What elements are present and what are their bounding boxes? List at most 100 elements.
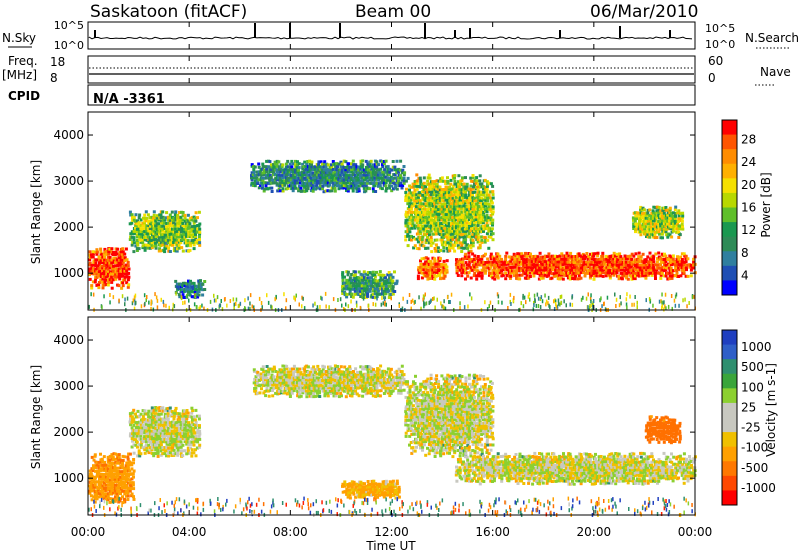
- heatmap-cell: [482, 187, 485, 191]
- heatmap-cell: [163, 244, 167, 248]
- heatmap-cell: [321, 187, 324, 190]
- heatmap-cell: [637, 251, 641, 255]
- heatmap-cell: [630, 277, 634, 281]
- heatmap-cell: [659, 221, 662, 225]
- heatmap-cell: [552, 272, 556, 276]
- heatmap-cell: [663, 300, 665, 305]
- heatmap-cell: [359, 171, 363, 175]
- heatmap-cell: [462, 194, 466, 198]
- heatmap-cell: [659, 260, 663, 264]
- heatmap-cell: [444, 202, 448, 206]
- heatmap-cell: [406, 213, 410, 217]
- heatmap-cell: [419, 211, 422, 214]
- heatmap-cell: [469, 266, 473, 270]
- heatmap-cell: [630, 252, 634, 256]
- heatmap-cell: [558, 254, 562, 258]
- heatmap-cell: [470, 296, 473, 301]
- heatmap-cell: [281, 173, 285, 177]
- heatmap-cell: [410, 226, 414, 230]
- heatmap-cell: [412, 215, 416, 219]
- heatmap-cell: [250, 171, 254, 175]
- heatmap-cell: [478, 271, 482, 275]
- heatmap-cell: [617, 268, 621, 272]
- heatmap-cell: [406, 224, 410, 228]
- heatmap-cell: [478, 190, 482, 194]
- heatmap-cell: [521, 257, 525, 261]
- heatmap-cell: [444, 188, 448, 191]
- heatmap-cell: [130, 243, 134, 247]
- heatmap-cell: [88, 250, 92, 254]
- heatmap-cell: [174, 218, 178, 222]
- heatmap-cell: [515, 271, 519, 275]
- heatmap-cell: [539, 255, 543, 259]
- heatmap-cell: [431, 184, 435, 188]
- heatmap-cell: [371, 170, 375, 174]
- heatmap-cell: [304, 182, 308, 186]
- heatmap-cell: [377, 287, 381, 291]
- heatmap-cell: [428, 300, 430, 305]
- heatmap-cell: [422, 190, 426, 194]
- colorbar-segment: [722, 192, 737, 208]
- heatmap-cell: [652, 303, 654, 308]
- heatmap-cell: [670, 294, 673, 298]
- heatmap-cell: [549, 257, 553, 261]
- heatmap-cell: [671, 257, 675, 261]
- heatmap-cell: [186, 293, 190, 297]
- heatmap-cell: [179, 235, 183, 239]
- heatmap-cell: [99, 477, 103, 481]
- heatmap-cell: [608, 274, 612, 278]
- heatmap-cell: [410, 216, 414, 220]
- heatmap-cell: [374, 190, 378, 193]
- heatmap-cell: [352, 181, 356, 185]
- heatmap-cell: [106, 455, 110, 459]
- heatmap-cell: [375, 171, 379, 175]
- heatmap-cell: [451, 174, 455, 178]
- heatmap-cell: [108, 500, 112, 504]
- heatmap-cell: [139, 239, 143, 243]
- heatmap-cell: [541, 260, 545, 263]
- heatmap-cell: [621, 272, 625, 275]
- heatmap-cell: [643, 268, 647, 272]
- heatmap-cell: [456, 224, 460, 228]
- heatmap-cell: [129, 417, 132, 421]
- heatmap-cell: [194, 288, 197, 291]
- heatmap-cell: [184, 238, 188, 242]
- heatmap-cell: [569, 302, 571, 307]
- heatmap-cell: [565, 262, 569, 266]
- heatmap-cell: [386, 165, 390, 169]
- heatmap-cell: [119, 266, 123, 270]
- heatmap-cell: [474, 227, 478, 230]
- heatmap-cell: [648, 271, 652, 275]
- heatmap-cell: [353, 167, 357, 171]
- heatmap-cell: [346, 167, 350, 171]
- heatmap-cell: [631, 216, 635, 220]
- heatmap-cell: [619, 258, 623, 261]
- heatmap-cell: [536, 292, 539, 297]
- heatmap-cell: [99, 250, 103, 254]
- heatmap-cell: [433, 219, 437, 223]
- heatmap-cell: [476, 185, 480, 189]
- heatmap-cell: [616, 254, 619, 258]
- heatmap-cell: [97, 267, 101, 270]
- heatmap-cell: [382, 160, 386, 163]
- heatmap-cell: [509, 257, 513, 261]
- heatmap-cell: [424, 185, 428, 189]
- heatmap-cell: [655, 266, 659, 270]
- heatmap-cell: [88, 263, 92, 267]
- heatmap-cell: [434, 268, 438, 272]
- heatmap-cell: [599, 298, 601, 303]
- heatmap-cell: [197, 210, 201, 214]
- heatmap-cell: [431, 196, 435, 200]
- heatmap-cell: [111, 456, 115, 460]
- heatmap-cell: [373, 289, 377, 293]
- heatmap-cell: [589, 252, 592, 256]
- heatmap-cell: [420, 190, 424, 194]
- heatmap-cell: [99, 275, 103, 279]
- heatmap-cell: [296, 181, 299, 185]
- heatmap-cell: [550, 276, 554, 280]
- heatmap-cell: [648, 214, 652, 217]
- heatmap-cell: [677, 236, 681, 239]
- heatmap-cell: [319, 167, 322, 171]
- heatmap-cell: [414, 218, 417, 222]
